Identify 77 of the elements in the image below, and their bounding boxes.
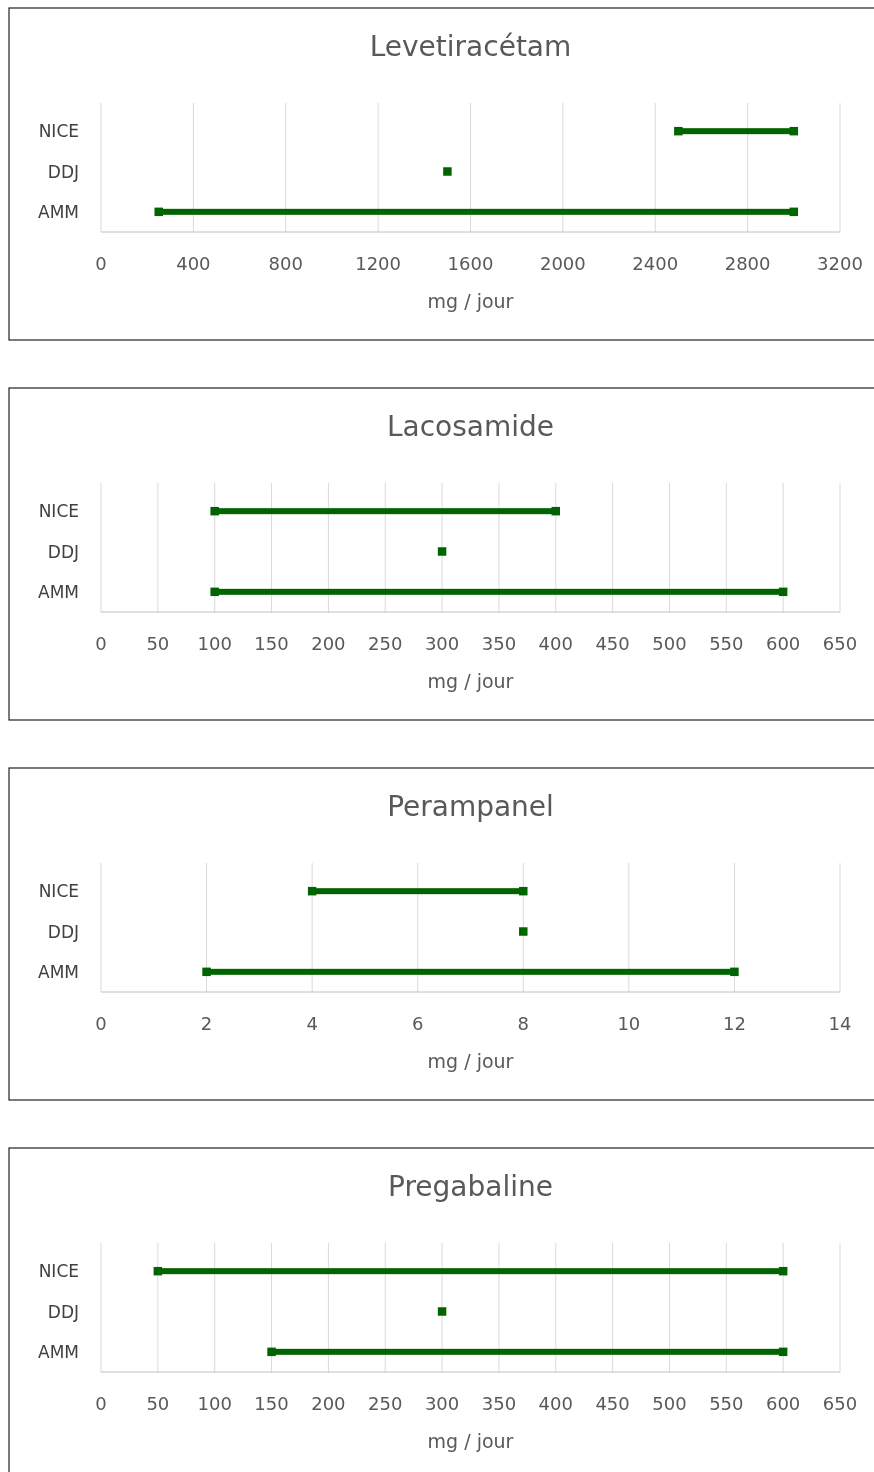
x-tick-label: 350 — [481, 1393, 517, 1414]
x-tick-label: 2800 — [724, 253, 771, 274]
x-tick-label: 250 — [368, 1393, 403, 1414]
point — [519, 927, 528, 936]
x-tick-label: 200 — [311, 1393, 346, 1414]
x-tick-label: 600 — [765, 1393, 801, 1414]
x-tick-label: 600 — [765, 633, 801, 654]
x-tick-label: 14 — [828, 1013, 852, 1034]
x-tick-label: 6 — [411, 1013, 424, 1034]
x-tick-label: 0 — [95, 1393, 107, 1414]
y-tick-label: AMM — [38, 581, 79, 602]
x-tick-label: 100 — [197, 633, 232, 654]
x-tick-label: 400 — [538, 1393, 573, 1414]
chart-title: Lacosamide — [386, 410, 555, 443]
x-tick-label: 10 — [617, 1013, 641, 1034]
point — [437, 1307, 447, 1316]
x-tick-label: 450 — [595, 1393, 630, 1414]
point — [674, 126, 683, 136]
x-tick-label: 100 — [197, 1393, 232, 1414]
x-tick-label: 8 — [517, 1013, 530, 1034]
x-tick-label: 550 — [709, 633, 744, 654]
x-tick-label: 450 — [595, 633, 630, 654]
y-tick-label: DDJ — [47, 921, 79, 942]
y-tick-label: AMM — [38, 961, 79, 982]
x-tick-label: 650 — [822, 633, 858, 654]
x-tick-label: 300 — [424, 1393, 460, 1414]
x-axis-title: mg / jour — [427, 290, 514, 312]
y-tick-label: AMM — [38, 1341, 79, 1362]
x-tick-label: 4 — [306, 1013, 318, 1034]
x-tick-label: 350 — [481, 633, 517, 654]
point — [437, 547, 447, 556]
y-tick-label: NICE — [38, 121, 79, 142]
x-tick-label: 0 — [95, 1013, 107, 1034]
x-tick-label: 150 — [254, 633, 289, 654]
x-tick-label: 300 — [424, 633, 460, 654]
point — [210, 587, 219, 597]
point — [443, 167, 452, 176]
x-tick-label: 200 — [311, 633, 346, 654]
x-tick-label: 50 — [146, 633, 170, 654]
y-tick-label: NICE — [38, 881, 79, 902]
x-tick-label: 550 — [709, 1393, 744, 1414]
x-axis-title: mg / jour — [427, 1050, 514, 1072]
x-tick-label: 50 — [146, 1393, 170, 1414]
x-axis-title: mg / jour — [427, 1430, 514, 1452]
x-tick-label: 650 — [822, 1393, 858, 1414]
x-tick-label: 400 — [538, 633, 573, 654]
chart-title: Pregabaline — [388, 1170, 553, 1203]
x-tick-label: 250 — [368, 633, 403, 654]
x-tick-label: 2000 — [539, 253, 586, 274]
y-tick-label: AMM — [38, 201, 79, 222]
x-tick-label: 0 — [95, 253, 107, 274]
x-tick-label: 12 — [722, 1013, 746, 1034]
point — [210, 506, 219, 516]
chart-title: Perampanel — [387, 790, 554, 823]
point — [519, 886, 528, 896]
x-tick-label: 3200 — [817, 253, 863, 274]
point — [730, 967, 739, 977]
x-tick-label: 1600 — [447, 253, 494, 274]
y-tick-label: NICE — [38, 501, 79, 522]
x-tick-label: 500 — [652, 633, 687, 654]
x-tick-label: 800 — [268, 253, 303, 274]
x-tick-label: 0 — [95, 633, 107, 654]
x-tick-label: 2 — [200, 1013, 213, 1034]
point — [154, 207, 163, 217]
y-tick-label: DDJ — [47, 1301, 79, 1322]
x-tick-label: 2400 — [632, 253, 679, 274]
x-axis-title: mg / jour — [427, 670, 514, 692]
x-tick-label: 150 — [254, 1393, 289, 1414]
point — [202, 967, 211, 977]
chart-title: Levetiracétam — [369, 30, 572, 63]
point — [267, 1347, 276, 1357]
y-tick-label: NICE — [38, 1261, 79, 1282]
x-tick-label: 400 — [176, 253, 211, 274]
y-tick-label: DDJ — [47, 541, 79, 562]
x-tick-label: 1200 — [355, 253, 402, 274]
x-tick-label: 500 — [652, 1393, 687, 1414]
y-tick-label: DDJ — [47, 161, 79, 182]
